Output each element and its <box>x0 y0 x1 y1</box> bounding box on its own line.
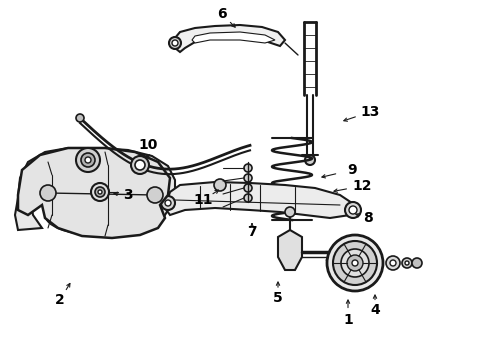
Circle shape <box>244 174 252 182</box>
Circle shape <box>345 202 361 218</box>
Text: 2: 2 <box>55 293 65 307</box>
Circle shape <box>172 40 178 46</box>
Circle shape <box>402 258 412 268</box>
Circle shape <box>352 260 358 266</box>
Circle shape <box>161 196 175 210</box>
Circle shape <box>147 187 163 203</box>
Text: 1: 1 <box>343 313 353 327</box>
Circle shape <box>76 114 84 122</box>
Circle shape <box>305 155 315 165</box>
Text: 12: 12 <box>352 179 372 193</box>
Text: 9: 9 <box>347 163 357 177</box>
Circle shape <box>91 183 109 201</box>
Polygon shape <box>278 230 302 270</box>
Text: 13: 13 <box>360 105 380 119</box>
Circle shape <box>244 184 252 192</box>
Circle shape <box>135 160 145 170</box>
Circle shape <box>131 156 149 174</box>
Circle shape <box>349 206 357 214</box>
Circle shape <box>390 260 396 266</box>
Circle shape <box>244 194 252 202</box>
Text: 7: 7 <box>247 225 257 239</box>
Text: 3: 3 <box>123 188 133 202</box>
Polygon shape <box>15 148 175 233</box>
Circle shape <box>412 258 422 268</box>
Polygon shape <box>165 182 355 218</box>
Text: 11: 11 <box>193 193 213 207</box>
Polygon shape <box>175 25 285 52</box>
Text: 6: 6 <box>217 7 227 21</box>
Polygon shape <box>192 32 275 43</box>
Polygon shape <box>18 148 170 238</box>
Circle shape <box>386 256 400 270</box>
Circle shape <box>76 148 100 172</box>
Circle shape <box>244 164 252 172</box>
Circle shape <box>95 187 105 197</box>
Text: 4: 4 <box>370 303 380 317</box>
Circle shape <box>285 207 295 217</box>
Circle shape <box>165 200 171 206</box>
Text: 5: 5 <box>273 291 283 305</box>
Circle shape <box>327 235 383 291</box>
Circle shape <box>341 249 369 277</box>
Circle shape <box>98 190 102 194</box>
Circle shape <box>169 37 181 49</box>
Circle shape <box>81 153 95 167</box>
Text: 8: 8 <box>363 211 373 225</box>
Circle shape <box>40 185 56 201</box>
Circle shape <box>347 255 363 271</box>
Text: 10: 10 <box>138 138 158 152</box>
Circle shape <box>333 241 377 285</box>
Circle shape <box>405 261 409 265</box>
Circle shape <box>85 157 91 163</box>
Circle shape <box>214 179 226 191</box>
